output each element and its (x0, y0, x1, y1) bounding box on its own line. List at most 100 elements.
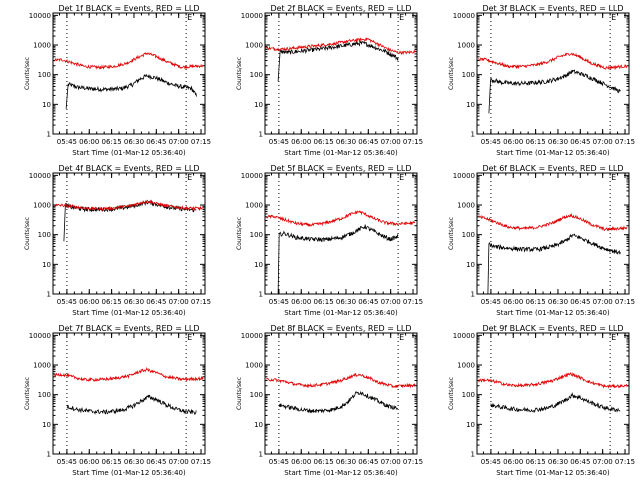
plot-frame (476, 332, 630, 455)
x-axis-label: Start Time (01-Mar-12 05:36:40) (72, 309, 186, 317)
panel-title: Det 4f BLACK = Events, RED = LLD (58, 164, 199, 173)
x-tick-label: 05:45 (481, 138, 501, 146)
y-tick-label: 10 (254, 101, 263, 109)
series-group (478, 212, 628, 294)
y-tick-label: 1000 (245, 362, 263, 370)
x-tick-label: 07:00 (169, 138, 189, 146)
x-tick-label: 07:00 (169, 298, 189, 306)
e-marker: E (187, 173, 192, 182)
y-tick-label: 1 (259, 131, 263, 139)
panel-title: Det 2f BLACK = Events, RED = LLD (270, 4, 411, 13)
series-group (266, 37, 416, 82)
panel-6f: Det 6f BLACK = Events, RED = LLD Counts/s… (448, 164, 635, 317)
e-marker: E (611, 13, 616, 22)
events-series-line (278, 390, 398, 414)
y-tick-label: 1000 (245, 42, 263, 50)
y-tick-label: 100 (462, 391, 475, 399)
e-marker: E (187, 13, 192, 22)
x-tick-label: 07:00 (169, 458, 189, 466)
x-tick-label: 05:45 (269, 458, 289, 466)
y-tick-label: 1000 (33, 202, 51, 210)
y-tick-label: 10000 (453, 332, 475, 340)
x-tick-label: 06:15 (526, 138, 546, 146)
e-marker: E (399, 333, 404, 342)
x-tick-label: 06:00 (291, 138, 311, 146)
e-marker: E (187, 333, 192, 342)
y-axis-label: Counts/sec (448, 217, 455, 250)
x-tick-label: 05:45 (57, 138, 77, 146)
x-tick-label: 06:30 (336, 458, 356, 466)
y-tick-label: 1 (471, 291, 475, 299)
y-tick-label: 1000 (457, 202, 475, 210)
x-tick-label: 07:15 (615, 458, 635, 466)
y-axis-label: Counts/sec (236, 57, 243, 90)
x-tick-label: 07:00 (593, 298, 613, 306)
panel-title: Det 9f BLACK = Events, RED = LLD (482, 324, 623, 333)
y-tick-label: 10000 (241, 332, 263, 340)
x-tick-label: 06:15 (526, 298, 546, 306)
x-tick-label: 06:15 (314, 458, 334, 466)
panel-title: Det 6f BLACK = Events, RED = LLD (482, 164, 623, 173)
x-tick-label: 06:15 (314, 298, 334, 306)
y-tick-label: 1 (259, 451, 263, 459)
x-tick-label: 06:30 (124, 458, 144, 466)
panel-title: Det 3f BLACK = Events, RED = LLD (482, 4, 623, 13)
plot-frame (52, 172, 206, 295)
x-axis-label: Start Time (01-Mar-12 05:36:40) (72, 469, 186, 477)
y-tick-label: 10000 (241, 172, 263, 180)
x-tick-label: 05:45 (57, 458, 77, 466)
x-tick-label: 07:15 (191, 298, 211, 306)
lld-series-line (54, 199, 204, 212)
y-tick-label: 10000 (29, 172, 51, 180)
x-tick-label: 06:45 (146, 138, 166, 146)
series-group (266, 210, 416, 294)
lld-series-line (266, 210, 416, 227)
y-axis-label: Counts/sec (24, 217, 31, 250)
panel-3f: Det 3f BLACK = Events, RED = LLD Counts/s… (448, 4, 635, 157)
lld-series-line (478, 371, 628, 389)
events-series-line (277, 40, 399, 82)
x-tick-label: 06:45 (358, 458, 378, 466)
y-tick-label: 1000 (457, 362, 475, 370)
panel-8f: Det 8f BLACK = Events, RED = LLD Counts/s… (236, 324, 423, 477)
x-tick-label: 06:45 (358, 298, 378, 306)
panel-title: Det 5f BLACK = Events, RED = LLD (270, 164, 411, 173)
x-tick-label: 06:30 (124, 138, 144, 146)
x-tick-label: 05:45 (57, 298, 77, 306)
y-tick-label: 10 (466, 261, 475, 269)
y-tick-label: 10 (466, 101, 475, 109)
x-axis-label: Start Time (01-Mar-12 05:36:40) (72, 149, 186, 157)
y-tick-label: 100 (250, 71, 263, 79)
panel-4f: Det 4f BLACK = Events, RED = LLD Counts/s… (24, 164, 211, 317)
x-tick-label: 07:00 (593, 458, 613, 466)
y-tick-label: 1 (471, 451, 475, 459)
x-tick-label: 07:00 (381, 458, 401, 466)
y-tick-label: 1 (47, 451, 51, 459)
x-tick-label: 07:15 (191, 458, 211, 466)
x-tick-label: 06:00 (79, 298, 99, 306)
plot-frame (264, 172, 418, 295)
x-tick-label: 06:45 (570, 138, 590, 146)
panel-9f: Det 9f BLACK = Events, RED = LLD Counts/s… (448, 324, 635, 477)
e-marker: E (399, 173, 404, 182)
x-tick-label: 06:00 (79, 458, 99, 466)
panel-title: Det 1f BLACK = Events, RED = LLD (58, 4, 199, 13)
x-tick-label: 06:15 (526, 458, 546, 466)
series-group (478, 52, 628, 114)
y-tick-label: 10 (254, 421, 263, 429)
y-axis-label: Counts/sec (236, 217, 243, 250)
y-tick-label: 1000 (33, 42, 51, 50)
e-marker: E (399, 13, 404, 22)
x-axis-label: Start Time (01-Mar-12 05:36:40) (496, 469, 610, 477)
y-tick-label: 1000 (245, 202, 263, 210)
y-tick-label: 10 (254, 261, 263, 269)
panel-1f: Det 1f BLACK = Events, RED = LLD Counts/s… (24, 4, 211, 157)
y-tick-label: 10 (42, 101, 51, 109)
series-group (54, 366, 204, 415)
plot-frame (52, 12, 206, 135)
y-axis-label: Counts/sec (24, 377, 31, 410)
plot-frame (52, 332, 206, 455)
x-tick-label: 07:15 (191, 138, 211, 146)
events-series-line (490, 392, 621, 414)
